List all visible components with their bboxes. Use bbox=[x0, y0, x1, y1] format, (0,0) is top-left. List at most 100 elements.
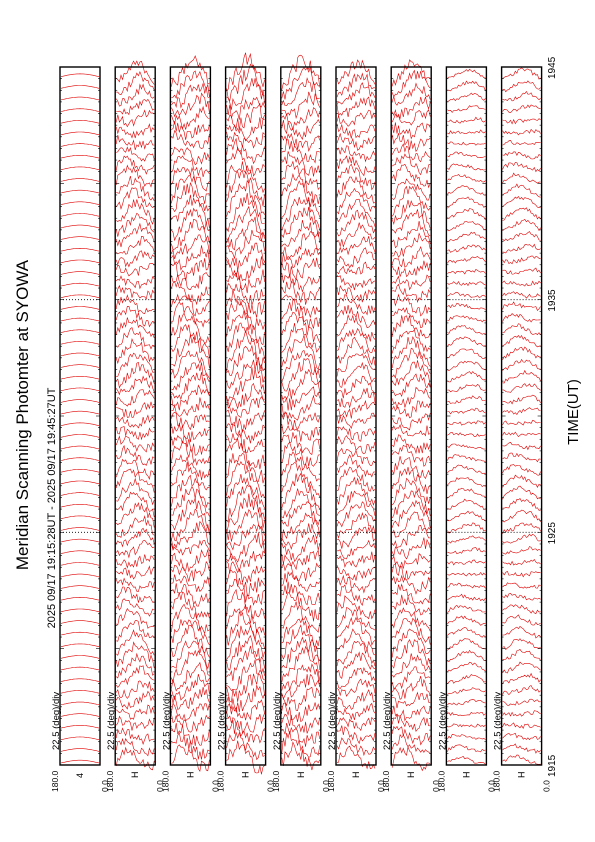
trace bbox=[281, 132, 321, 152]
trace bbox=[447, 723, 486, 728]
trace bbox=[502, 323, 541, 336]
trace bbox=[281, 294, 321, 319]
trace bbox=[115, 727, 155, 745]
trace bbox=[226, 484, 265, 523]
trace bbox=[502, 104, 541, 114]
trace bbox=[336, 412, 376, 429]
trace bbox=[116, 401, 155, 418]
scale-label: 22.5 (deg)/div bbox=[493, 692, 504, 750]
trace bbox=[60, 224, 100, 229]
y-label-top: 180.0 bbox=[216, 770, 226, 792]
trace bbox=[60, 155, 100, 159]
trace bbox=[392, 617, 431, 645]
trace bbox=[115, 60, 155, 85]
trace bbox=[502, 546, 541, 555]
trace bbox=[226, 229, 265, 260]
trace bbox=[502, 509, 541, 523]
trace bbox=[502, 172, 541, 184]
trace bbox=[502, 346, 541, 360]
trace bbox=[447, 92, 486, 102]
x-axis-label: TIME(UT) bbox=[565, 379, 582, 445]
trace bbox=[116, 586, 155, 603]
trace bbox=[447, 649, 486, 662]
channel-label: H bbox=[406, 772, 416, 779]
trace bbox=[226, 461, 265, 499]
trace bbox=[447, 661, 486, 673]
trace bbox=[502, 218, 541, 232]
trace bbox=[391, 185, 431, 217]
trace bbox=[226, 137, 265, 165]
trace bbox=[447, 196, 486, 209]
trace bbox=[60, 701, 100, 706]
trace bbox=[60, 317, 100, 322]
trace bbox=[502, 485, 541, 500]
trace bbox=[115, 389, 155, 407]
trace bbox=[171, 440, 210, 466]
trace bbox=[171, 130, 210, 149]
trace bbox=[115, 83, 155, 107]
trace bbox=[502, 441, 541, 451]
trace bbox=[391, 705, 431, 722]
trace bbox=[336, 145, 376, 163]
trace bbox=[281, 512, 321, 541]
trace bbox=[171, 649, 210, 684]
trace bbox=[336, 716, 376, 732]
trace bbox=[60, 259, 100, 264]
trace bbox=[391, 400, 431, 419]
trace bbox=[391, 733, 431, 754]
trace bbox=[281, 77, 320, 107]
trace bbox=[226, 699, 265, 721]
trace bbox=[115, 690, 155, 710]
trace bbox=[171, 603, 210, 635]
trace bbox=[171, 245, 210, 271]
trace bbox=[281, 472, 321, 510]
trace bbox=[60, 713, 100, 717]
trace bbox=[60, 736, 100, 740]
trace bbox=[391, 434, 431, 455]
trace bbox=[502, 183, 541, 198]
trace bbox=[171, 166, 210, 192]
scale-label: 22.5 (deg)/div bbox=[106, 692, 117, 750]
trace bbox=[447, 431, 486, 437]
trace bbox=[336, 435, 376, 455]
trace bbox=[502, 140, 541, 146]
trace bbox=[391, 725, 431, 746]
panel-1: 180.0 0.0 4 22.5 (deg)/div bbox=[50, 66, 110, 792]
trace bbox=[391, 69, 431, 98]
trace bbox=[60, 108, 100, 112]
trace bbox=[226, 161, 265, 194]
trace bbox=[60, 387, 100, 391]
y-label-bottom: 0.0 bbox=[431, 780, 441, 792]
trace bbox=[115, 275, 155, 290]
trace bbox=[502, 638, 541, 650]
trace bbox=[391, 336, 431, 368]
trace bbox=[391, 424, 431, 437]
trace bbox=[392, 594, 431, 616]
trace bbox=[60, 352, 100, 357]
trace bbox=[60, 596, 100, 601]
trace bbox=[116, 620, 155, 642]
trace bbox=[391, 82, 431, 106]
trace bbox=[60, 410, 100, 415]
trace bbox=[60, 631, 100, 636]
trace bbox=[391, 143, 431, 163]
trace bbox=[226, 396, 265, 418]
trace bbox=[60, 85, 100, 89]
trace bbox=[115, 715, 155, 731]
trace bbox=[226, 322, 265, 360]
trace bbox=[391, 96, 431, 120]
x-tick-label: 1915 bbox=[547, 754, 558, 777]
trace bbox=[502, 407, 541, 416]
trace bbox=[171, 560, 210, 582]
trace bbox=[502, 464, 541, 476]
trace bbox=[171, 411, 210, 431]
trace bbox=[281, 299, 321, 329]
trace bbox=[226, 52, 265, 92]
trace bbox=[281, 601, 321, 633]
trace bbox=[226, 634, 265, 671]
panel-frame bbox=[59, 66, 101, 766]
trace bbox=[281, 645, 321, 683]
trace bbox=[502, 722, 541, 729]
trace bbox=[115, 134, 155, 150]
